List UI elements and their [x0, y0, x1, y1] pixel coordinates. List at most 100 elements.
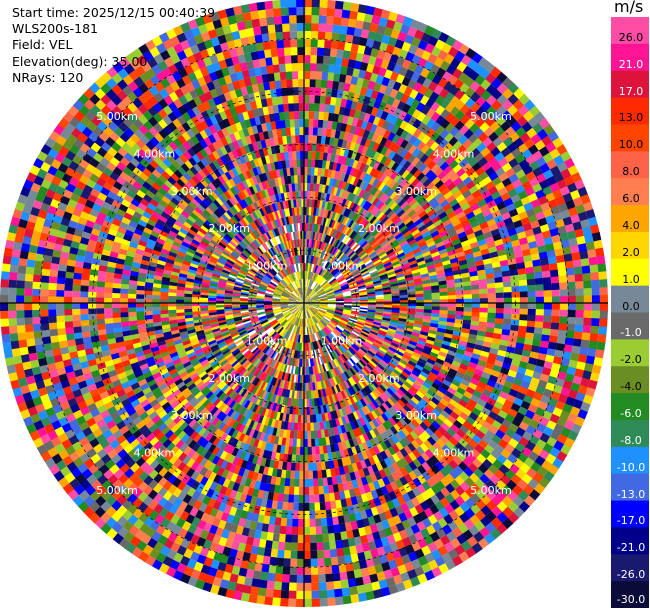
velocity-gate [337, 263, 345, 271]
velocity-gate [374, 288, 384, 293]
velocity-gate [331, 368, 337, 378]
velocity-gate [298, 297, 304, 303]
velocity-gate [293, 263, 298, 273]
velocity-gate [369, 330, 378, 336]
velocity-gate [338, 252, 345, 260]
velocity-gate [258, 315, 267, 321]
velocity-gate [299, 287, 302, 296]
velocity-gate [287, 284, 294, 292]
velocity-gate [271, 265, 279, 274]
velocity-gate [300, 295, 304, 303]
velocity-gate [284, 287, 292, 294]
velocity-gate [305, 310, 308, 319]
velocity-gate [290, 282, 297, 290]
velocity-gate [363, 325, 372, 331]
velocity-gate [346, 238, 353, 247]
velocity-gate [357, 336, 366, 343]
velocity-gate [268, 317, 277, 323]
velocity-gate [274, 245, 281, 254]
velocity-gate [324, 252, 330, 261]
velocity-gate [327, 323, 336, 330]
velocity-gate [304, 299, 312, 303]
velocity-gate [265, 261, 273, 269]
velocity-gate [325, 362, 330, 371]
velocity-gate [312, 324, 318, 333]
velocity-gate [237, 343, 246, 351]
velocity-gate [322, 270, 330, 279]
velocity-gate [233, 316, 242, 320]
velocity-gate [314, 284, 321, 292]
velocity-gate [269, 248, 275, 257]
velocity-gate [295, 271, 300, 280]
velocity-gate [304, 303, 311, 309]
velocity-gate [330, 237, 336, 246]
velocity-gate [290, 231, 295, 241]
velocity-gate [304, 298, 311, 303]
velocity-gate [295, 247, 298, 256]
velocity-gate [274, 289, 283, 295]
velocity-gate [299, 279, 302, 288]
velocity-gate [304, 299, 312, 303]
velocity-gate [326, 235, 332, 244]
velocity-gate [326, 274, 334, 282]
velocity-gate [350, 291, 360, 295]
velocity-gate [347, 358, 355, 367]
velocity-gate [346, 324, 354, 330]
velocity-gate [264, 307, 273, 312]
velocity-gate [326, 293, 335, 297]
velocity-gate [315, 286, 323, 293]
velocity-gate [272, 294, 281, 299]
velocity-gate [322, 372, 327, 381]
velocity-gate [327, 305, 336, 309]
velocity-gate [350, 288, 359, 292]
velocity-gate [333, 367, 339, 377]
velocity-gate [256, 300, 265, 303]
velocity-gate [249, 312, 258, 317]
velocity-gate [289, 373, 293, 383]
velocity-gate [359, 291, 368, 295]
velocity-gate [323, 363, 329, 372]
velocity-gate [304, 303, 310, 309]
velocity-gate [292, 366, 296, 375]
velocity-gate [321, 242, 326, 251]
velocity-gate [326, 362, 332, 371]
velocity-gate [328, 236, 334, 245]
velocity-gate [309, 308, 315, 316]
velocity-gate [256, 340, 264, 348]
velocity-gate [306, 287, 310, 296]
velocity-gate [307, 288, 312, 296]
velocity-gate [275, 273, 283, 281]
velocity-gate [297, 350, 301, 359]
velocity-gate [310, 307, 318, 313]
velocity-gate [325, 235, 331, 244]
velocity-gate [333, 288, 343, 294]
velocity-gate [342, 245, 350, 254]
velocity-gate [245, 352, 254, 360]
velocity-gate [290, 294, 298, 299]
velocity-gate [224, 304, 233, 308]
velocity-gate [240, 310, 249, 314]
velocity-gate [242, 263, 251, 270]
velocity-gate [310, 293, 318, 299]
velocity-gate [351, 294, 360, 297]
velocity-gate [250, 356, 258, 364]
velocity-gate [342, 311, 351, 316]
velocity-gate [344, 327, 353, 333]
velocity-gate [248, 256, 256, 263]
velocity-gate [304, 310, 307, 319]
velocity-gate [290, 365, 294, 375]
velocity-gate [329, 255, 335, 263]
velocity-gate [315, 240, 320, 249]
velocity-gate [289, 232, 293, 241]
velocity-gate [298, 255, 303, 264]
velocity-gate [325, 345, 331, 353]
velocity-gate [265, 251, 272, 259]
velocity-gate [273, 291, 282, 296]
velocity-gate [345, 275, 354, 281]
velocity-gate [304, 318, 307, 327]
velocity-gate [259, 283, 268, 289]
velocity-gate [300, 318, 303, 327]
velocity-gate [305, 334, 309, 343]
velocity-gate [296, 303, 304, 307]
velocity-gate [359, 252, 368, 260]
